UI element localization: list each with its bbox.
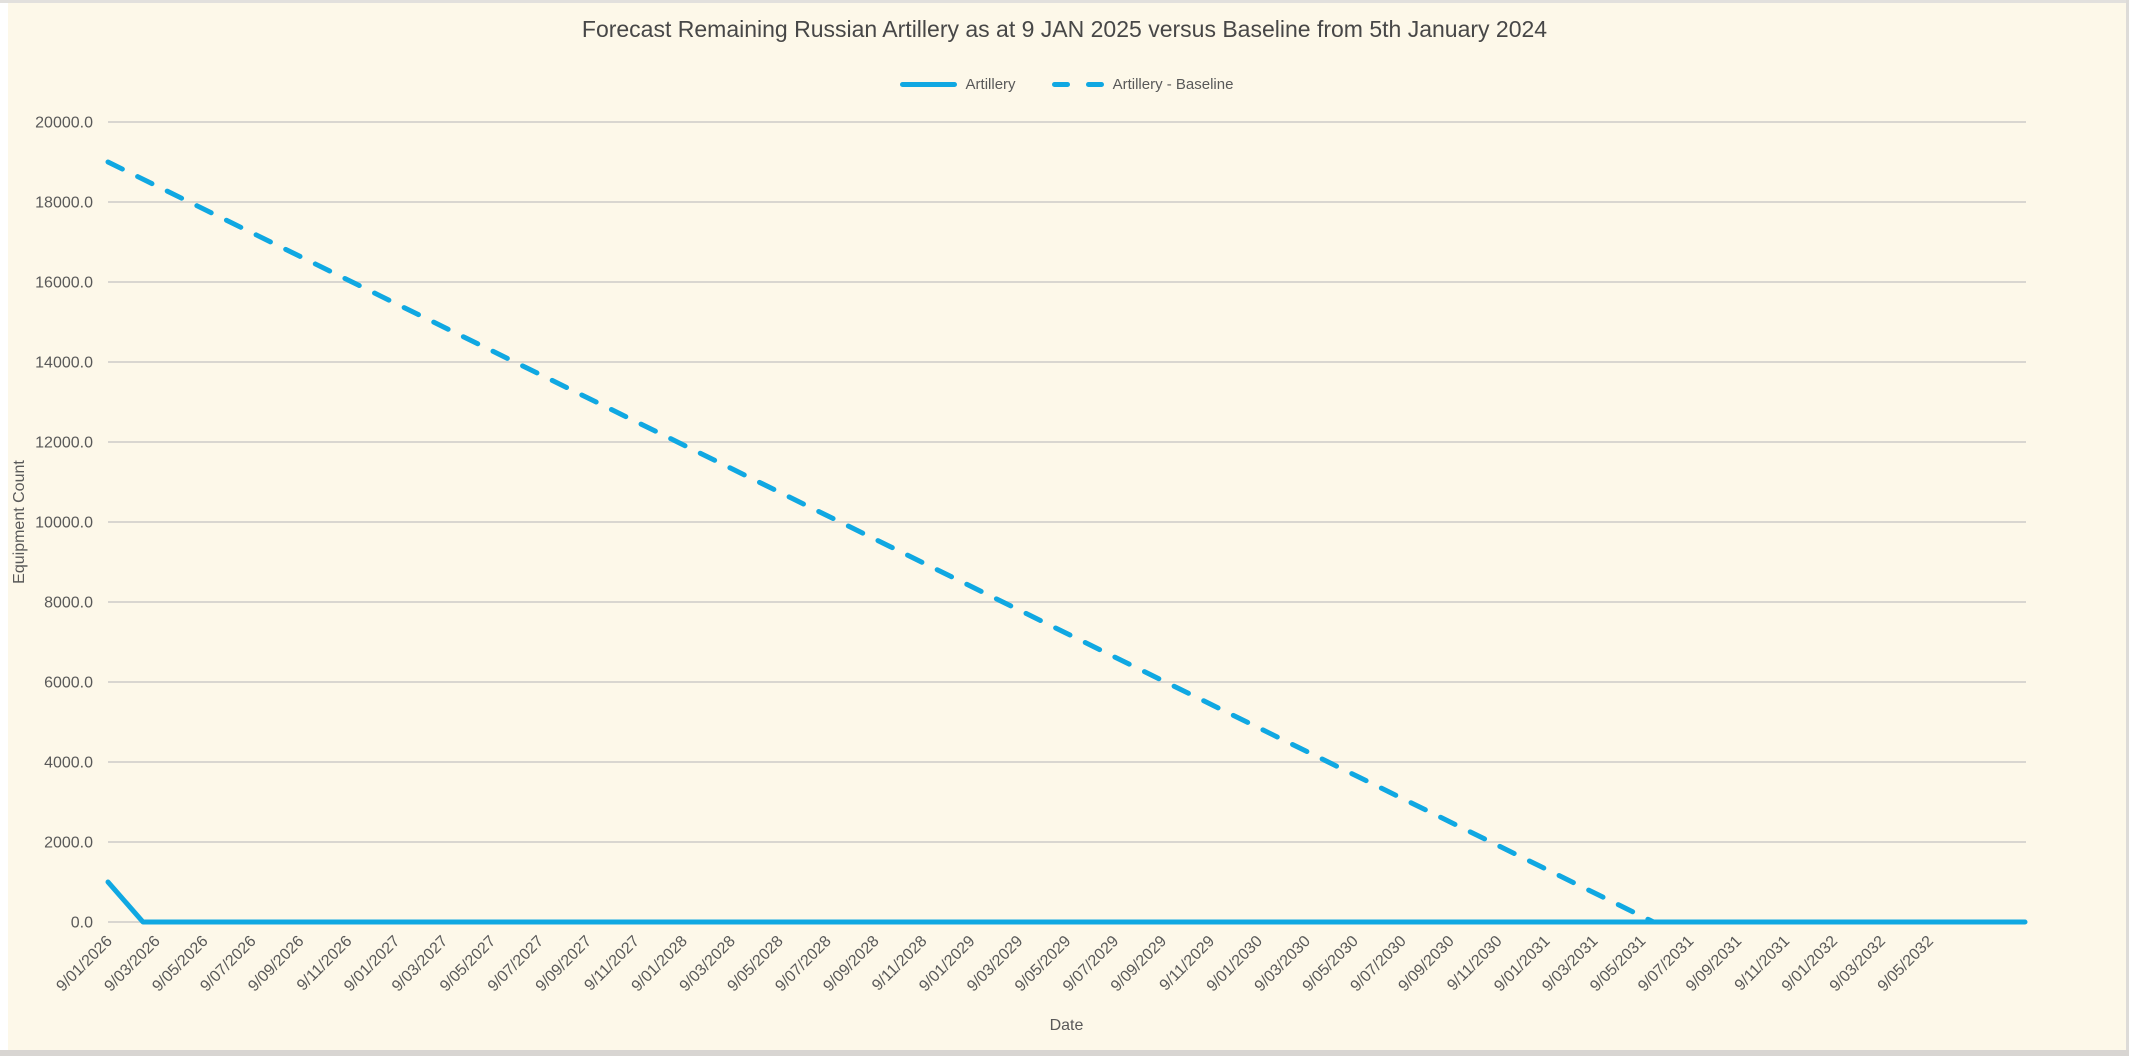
y-tick-label: 8000.0 [44,595,93,612]
chart-title: Forecast Remaining Russian Artillery as … [581,16,1548,42]
window-right-edge [2126,0,2129,1056]
y-tick-label: 20000.0 [35,115,93,132]
y-tick-label: 12000.0 [35,435,93,452]
legend: Artillery Artillery - Baseline [108,76,2025,93]
baseline-series-line [105,159,1657,925]
legend-item-baseline: Artillery - Baseline [1051,76,1234,93]
y-tick-label: 18000.0 [35,195,93,212]
y-tick-label: 6000.0 [44,675,93,692]
legend-label-baseline: Artillery - Baseline [1112,76,1234,93]
y-tick-label: 2000.0 [44,835,93,852]
artillery-series-line [105,879,2028,925]
window-bottom-edge [0,1050,2129,1056]
chart-panel [8,3,2126,1050]
y-tick-label: 16000.0 [35,275,93,292]
y-tick-label: 14000.0 [35,355,93,372]
legend-item-artillery: Artillery [899,76,1016,93]
y-axis-title: Equipment Count [11,460,28,584]
y-tick-label: 4000.0 [44,755,93,772]
window-top-edge [0,0,2129,3]
legend-label-artillery: Artillery [965,76,1016,93]
y-tick-label: 0.0 [71,915,93,932]
solid-line-icon [899,81,957,88]
x-axis-title: Date [1050,1017,1084,1034]
dashed-line-icon [1051,81,1104,88]
y-tick-label: 10000.0 [35,515,93,532]
